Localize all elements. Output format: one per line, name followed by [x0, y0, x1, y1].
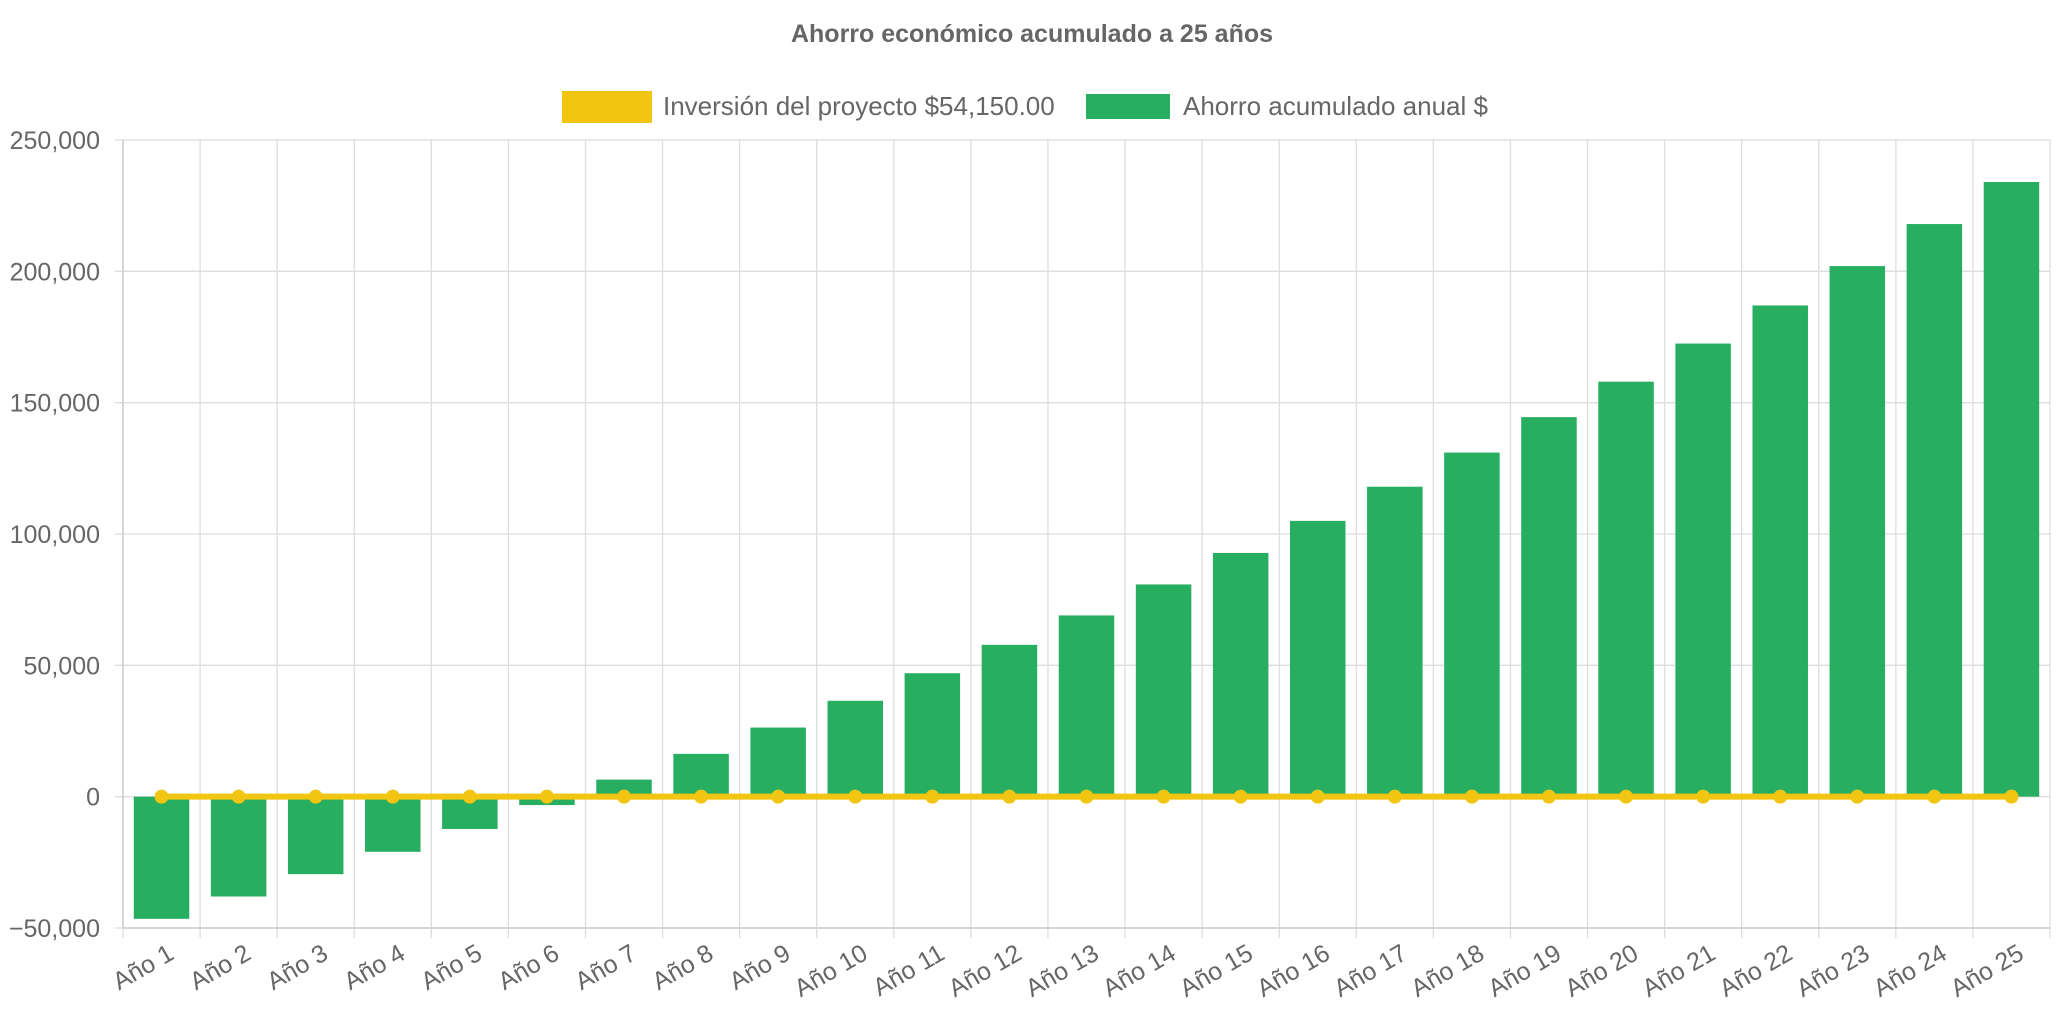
bar [210, 796, 267, 897]
bar [1521, 417, 1577, 797]
line-point [231, 789, 246, 804]
legend-swatch [562, 91, 652, 123]
x-tick-label: Año 9 [725, 939, 796, 996]
bar [1829, 266, 1886, 797]
x-tick-label: Año 24 [1869, 939, 1952, 1003]
line-point [1002, 789, 1017, 804]
x-tick-label: Año 18 [1406, 939, 1489, 1003]
bar [1367, 486, 1423, 797]
bar [1906, 224, 1963, 797]
x-tick-label: Año 12 [944, 939, 1027, 1003]
line-point [1156, 789, 1171, 804]
line-point [1387, 789, 1402, 804]
bar [596, 779, 652, 797]
bar [1675, 343, 1731, 797]
line-point [1696, 789, 1711, 804]
line-point [539, 789, 554, 804]
x-tick-label: Año 11 [868, 939, 949, 1002]
y-tick-label: 50,000 [24, 652, 100, 680]
line-point [1310, 789, 1325, 804]
x-tick-label: Año 19 [1483, 939, 1566, 1003]
x-axis-ticks: Año 1 Año 2 Año 3 Año 4 Año 5 Año 6 Año 7 Año 8… [108, 939, 2029, 1003]
x-tick-label: Año 10 [790, 939, 873, 1003]
line-point [925, 789, 940, 804]
line-point [154, 789, 169, 804]
x-tick-label: Año 25 [1946, 939, 2029, 1003]
line-point [1541, 789, 1556, 804]
x-tick-label: Año 3 [262, 939, 333, 996]
bar [981, 644, 1038, 797]
x-tick-label: Año 1 [108, 939, 179, 996]
chart-title: Ahorro económico acumulado a 25 años [791, 20, 1273, 48]
x-tick-label: Año 8 [648, 939, 719, 996]
line-point [694, 789, 709, 804]
bar [1983, 182, 2040, 797]
line-point [1233, 789, 1248, 804]
legend-label: Inversión del proyecto $54,150.00 [663, 91, 1055, 121]
line-point [848, 789, 863, 804]
line-point [385, 789, 400, 804]
bars [133, 182, 2040, 919]
y-tick-label: 0 [86, 784, 100, 812]
line-point [1619, 789, 1634, 804]
x-tick-label: Año 17 [1329, 939, 1412, 1003]
x-tick-label: Año 22 [1715, 939, 1798, 1003]
x-tick-label: Año 23 [1792, 939, 1875, 1003]
y-tick-label: 100,000 [10, 521, 100, 549]
x-tick-label: Año 21 [1638, 939, 1721, 1003]
grid [115, 139, 2051, 938]
x-tick-label: Año 15 [1175, 939, 1258, 1003]
line-point [1464, 789, 1479, 804]
bar [1598, 381, 1654, 797]
legend: Inversión del proyecto $54,150.00 Ahorro … [562, 91, 1489, 123]
line-point [308, 789, 323, 804]
x-tick-label: Año 16 [1252, 939, 1335, 1003]
line-point [1850, 789, 1865, 804]
legend-label: Ahorro acumulado anual $ [1183, 91, 1489, 121]
bar [827, 700, 884, 797]
line-point [771, 789, 786, 804]
x-tick-label: Año 6 [493, 939, 564, 996]
y-tick-label: 150,000 [10, 390, 100, 418]
x-tick-label: Año 7 [570, 939, 641, 996]
y-tick-label: 250,000 [10, 127, 100, 155]
bar [365, 796, 421, 852]
legend-swatch [1086, 94, 1170, 119]
bar [1058, 615, 1115, 797]
line-point [1079, 789, 1094, 804]
line-point [1927, 789, 1942, 804]
x-tick-label: Año 14 [1098, 939, 1181, 1003]
y-tick-label: 200,000 [10, 258, 100, 286]
bar [904, 673, 961, 797]
x-tick-label: Año 5 [416, 939, 487, 996]
bar [1135, 584, 1192, 797]
line-point [1773, 789, 1788, 804]
bar [133, 796, 190, 919]
bar [1444, 452, 1500, 797]
line-series [154, 789, 2019, 804]
x-tick-label: Año 4 [339, 939, 410, 996]
bar [287, 796, 344, 875]
bar [1212, 552, 1269, 797]
bar [1289, 520, 1346, 797]
x-tick-label: Año 13 [1021, 939, 1104, 1003]
bar [1752, 305, 1808, 797]
bar [673, 753, 729, 797]
line-point [2004, 789, 2019, 804]
y-tick-label: −50,000 [9, 915, 100, 943]
y-axis-ticks: 250,000 200,000 150,000 100,000 50,000 0 −50,0… [9, 127, 100, 943]
x-tick-label: Año 20 [1560, 939, 1643, 1003]
bar [750, 727, 806, 797]
line-point [617, 789, 632, 804]
x-tick-label: Año 2 [185, 939, 256, 996]
line-point [462, 789, 477, 804]
